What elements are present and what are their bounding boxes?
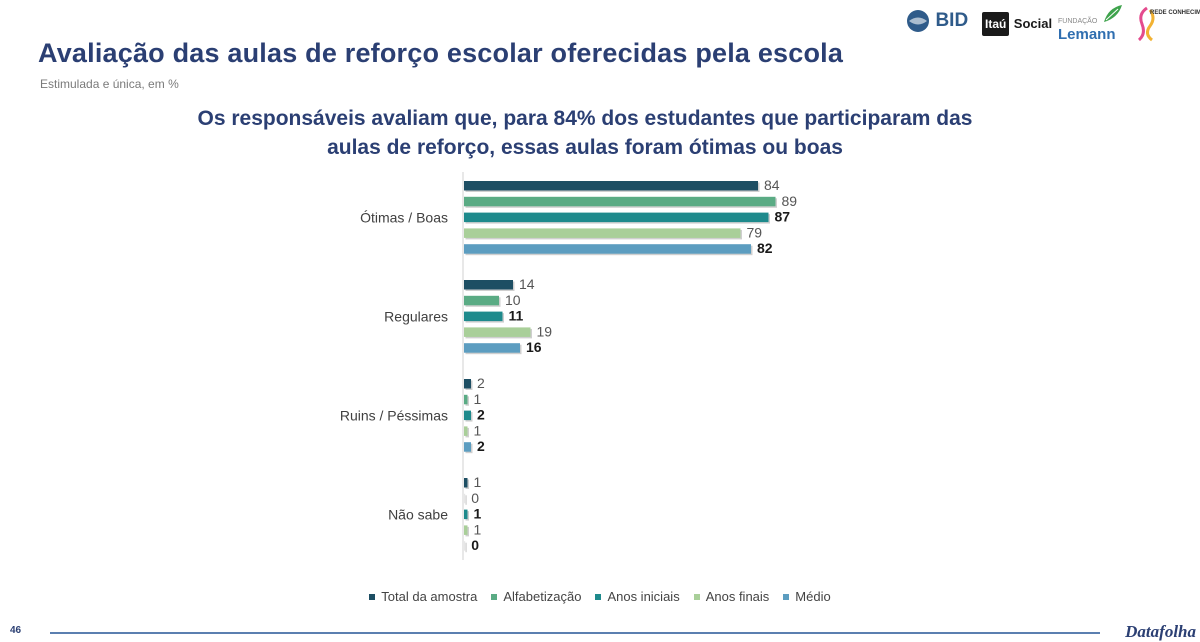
bar-value-label: 2 xyxy=(477,375,485,391)
bar xyxy=(464,295,499,306)
page-subtitle: Estimulada e única, em % xyxy=(40,77,179,91)
legend-swatch xyxy=(369,593,376,600)
chart-headline: Os responsáveis avaliam que, para 84% do… xyxy=(150,104,1020,162)
bar xyxy=(464,478,468,488)
itau-box: Itaú xyxy=(982,12,1010,36)
legend-label: Anos iniciais xyxy=(607,589,680,604)
category-label: Ótimas / Boas xyxy=(360,209,448,225)
legend-swatch xyxy=(595,593,602,600)
footer-brand: Datafolha xyxy=(1125,622,1196,641)
bar xyxy=(464,525,468,535)
bar-value-label: 1 xyxy=(474,391,482,407)
bar xyxy=(464,541,466,551)
headline-line-1: Os responsáveis avaliam que, para 84% do… xyxy=(197,107,973,130)
legend-swatch xyxy=(491,593,498,600)
bid-text: BID xyxy=(935,10,969,31)
itau-social-text: Social xyxy=(1013,16,1053,31)
bar xyxy=(464,379,471,389)
bar xyxy=(464,311,503,322)
chart-legend: Total da amostra Alfabetização Anos inicia… xyxy=(0,589,1200,604)
bar xyxy=(464,244,751,254)
bar xyxy=(464,509,468,520)
category-label: Ruins / Péssimas xyxy=(340,407,448,423)
bar-shadow xyxy=(465,495,467,505)
bar xyxy=(464,426,468,436)
footer-rule xyxy=(50,632,1100,634)
bar-shadow xyxy=(465,542,467,553)
bar-value-label: 2 xyxy=(477,407,485,423)
legend-label: Anos finais xyxy=(705,589,770,604)
bar-value-label: 2 xyxy=(477,438,485,454)
bar xyxy=(464,212,769,223)
bar-value-label: 1 xyxy=(474,521,482,537)
bar xyxy=(464,493,466,504)
bar-value-label: 14 xyxy=(519,276,535,292)
bar-value-label: 79 xyxy=(747,224,763,240)
bar xyxy=(464,196,776,207)
category-label: Não sabe xyxy=(388,506,448,522)
bar-value-label: 1 xyxy=(474,474,482,490)
bar xyxy=(464,280,513,290)
legend-item: Anos finais xyxy=(693,589,770,604)
headline-line-2: aulas de reforço, essas aulas foram ótim… xyxy=(327,136,843,159)
bid-globe-icon xyxy=(907,10,929,32)
bar xyxy=(464,442,471,452)
page-title: Avaliação das aulas de reforço escolar o… xyxy=(38,38,844,68)
bar-value-label: 19 xyxy=(537,323,553,339)
bar-value-label: 10 xyxy=(505,292,521,308)
legend-item: Médio xyxy=(783,589,831,604)
logo-rede: REDE CONHECIMENTO SOCIAL xyxy=(1136,4,1200,44)
bar-value-label: 1 xyxy=(474,422,482,438)
legend-swatch xyxy=(693,593,700,600)
category-label: Regulares xyxy=(384,308,448,324)
bar xyxy=(464,228,741,238)
bar-value-label: 11 xyxy=(509,308,524,324)
bar-value-label: 89 xyxy=(782,193,798,209)
logo-itau-social: Itaú Social xyxy=(982,12,1052,36)
bar-value-label: 1 xyxy=(474,506,482,522)
bar xyxy=(464,181,758,191)
logo-bid: BID xyxy=(905,8,968,34)
legend-item: Alfabetização xyxy=(491,589,581,604)
lemann-leaf-icon xyxy=(1104,5,1122,22)
bar-value-label: 16 xyxy=(526,339,542,355)
rede-text: REDE CONHECIMENTO SOCIAL xyxy=(1150,10,1200,16)
legend-item: Total da amostra xyxy=(369,589,477,604)
bar xyxy=(464,410,471,421)
bar-value-label: 84 xyxy=(764,177,780,193)
lemann-text: Lemann xyxy=(1058,26,1116,43)
legend-label: Total da amostra xyxy=(381,589,478,604)
bar-value-label: 82 xyxy=(757,240,773,256)
bar-value-label: 0 xyxy=(471,490,479,506)
legend-label: Alfabetização xyxy=(503,589,582,604)
rede-swirl-icon xyxy=(1137,6,1155,42)
legend-item: Anos iniciais xyxy=(595,589,680,604)
legend-label: Médio xyxy=(795,589,831,604)
bar-value-label: 0 xyxy=(471,537,479,553)
bar xyxy=(464,327,531,337)
footer-page-number: 46 xyxy=(10,625,22,636)
legend-swatch xyxy=(783,593,790,600)
logo-lemann: FUNDAÇÃO Lemann xyxy=(1058,16,1116,43)
bar xyxy=(464,343,520,353)
lemann-small-text: FUNDAÇÃO xyxy=(1058,18,1098,25)
bar-value-label: 87 xyxy=(775,209,791,225)
bar xyxy=(464,394,468,405)
